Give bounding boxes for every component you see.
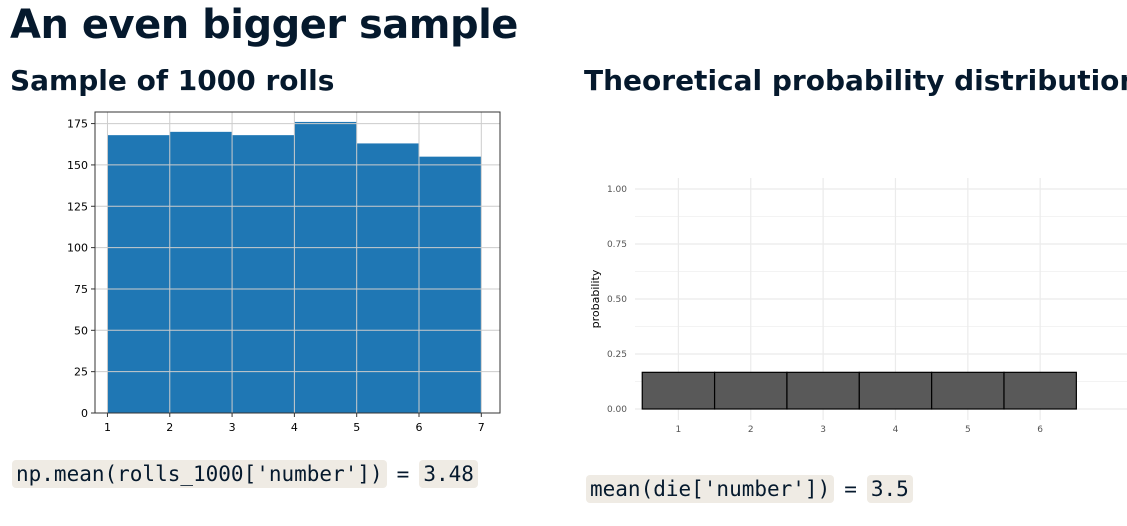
x-tick-label: 4 [893,425,899,435]
theoretical-mean-code: mean(die['number']) = 3.5 [586,475,913,503]
y-tick-label: 25 [74,366,88,379]
sample-mean-code: np.mean(rolls_1000['number']) = 3.48 [12,460,478,488]
y-tick-label: 0.25 [607,350,627,360]
histogram-bar [232,135,295,413]
probability-bar [858,371,933,410]
theoretical-mean-expression: mean(die['number']) [586,475,835,503]
x-tick-label: 2 [166,421,173,434]
x-tick-label: 7 [478,421,485,434]
theoretical-mean-result: 3.5 [866,475,913,503]
y-tick-label: 0.50 [607,295,627,305]
probability-bar [713,371,788,410]
x-tick-label: 5 [965,425,971,435]
probability-bar [1003,371,1077,410]
y-tick-label: 150 [67,159,88,172]
histogram-bar [169,131,233,413]
y-tick-label: 125 [67,200,88,213]
y-tick-label: 1.00 [607,185,627,195]
probability-bar [641,371,716,410]
x-tick-label: 6 [416,421,423,434]
y-tick-label: 0.00 [607,405,627,415]
theoretical-distribution-chart: 0.00 0.25 0.50 0.75 1.00 1 2 3 4 5 6 probability [589,178,1127,435]
x-tick-label: 1 [676,425,682,435]
probability-bar [786,371,860,410]
y-tick-label: 100 [67,242,88,255]
x-tick-label: 6 [1037,425,1043,435]
y-axis-label: probability [589,269,602,328]
histogram-bar [419,156,482,413]
sample-mean-expression: np.mean(rolls_1000['number']) [12,460,387,488]
equals-sign: = [844,477,857,501]
x-tick-label: 1 [104,421,111,434]
y-tick-label: 175 [67,118,88,131]
slide-title: An even bigger sample [10,2,518,48]
y-tick-label: 75 [74,283,88,296]
histogram-bar [294,121,357,413]
x-tick-label: 3 [820,425,826,435]
y-tick-label: 0 [81,407,88,420]
histogram-bar [107,135,170,413]
x-tick-label: 4 [291,421,298,434]
histogram-bar [356,143,419,413]
x-tick-label: 2 [748,425,754,435]
sample-mean-result: 3.48 [419,460,478,488]
theoretical-distribution-title: Theoretical probability distribution [584,64,1127,97]
histogram-title: Sample of 1000 rolls [10,64,335,97]
sample-histogram-chart: 0 25 50 75 100 125 150 175 1 2 3 4 5 6 7 [67,111,501,434]
equals-sign: = [396,462,410,486]
y-tick-label: 0.75 [607,240,627,250]
probability-bar [931,371,1005,410]
x-tick-label: 3 [229,421,236,434]
plot-frame [94,111,501,414]
x-tick-label: 5 [353,421,360,434]
y-tick-label: 50 [74,324,88,337]
